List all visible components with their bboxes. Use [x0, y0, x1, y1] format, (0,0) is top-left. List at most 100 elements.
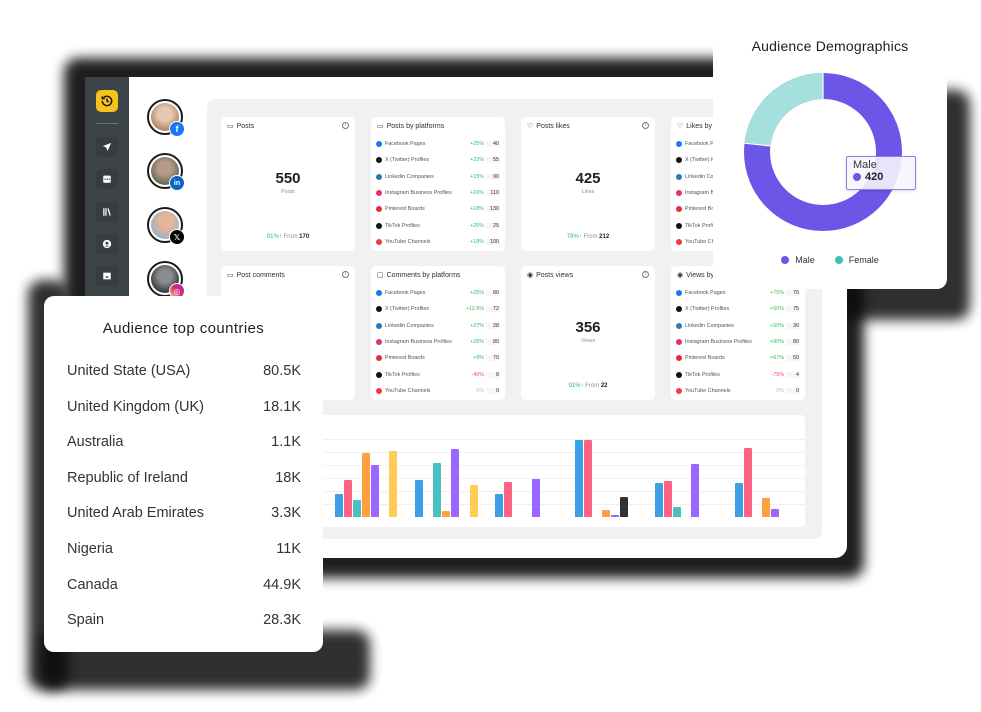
chart-bar[interactable]: [575, 440, 583, 517]
country-row: United Kingdom (UK) 18.1K: [67, 399, 301, 415]
sidebar-item-profile[interactable]: [96, 234, 118, 254]
platform-name: YouTube Channels: [685, 387, 731, 394]
country-row: United Arab Emirates 3.3K: [67, 505, 301, 521]
info-icon[interactable]: i: [642, 271, 649, 278]
chart-bar[interactable]: [389, 451, 397, 517]
comment-icon: ▢: [377, 272, 384, 279]
chart-bar[interactable]: [504, 482, 512, 517]
chart-bar[interactable]: [691, 464, 699, 517]
platform-name: X (Twitter) Profiles: [385, 157, 430, 164]
platform-name: TikTok Profiles: [385, 222, 420, 229]
info-icon[interactable]: i: [342, 122, 349, 129]
chart-bar[interactable]: [371, 465, 379, 517]
chart-bar[interactable]: [620, 497, 628, 517]
chart-bar[interactable]: [664, 481, 672, 517]
sidebar-item-publish[interactable]: [96, 137, 118, 157]
legend-female[interactable]: Female: [834, 255, 879, 265]
platform-name: Instagram Business Profiles: [385, 190, 452, 197]
platform-name: Instagram Business Profiles: [385, 339, 452, 346]
platform-change: -75%: [771, 371, 784, 378]
chart-bar[interactable]: [344, 480, 352, 517]
platform-icon: [376, 322, 382, 329]
gridline: [315, 439, 805, 440]
chart-bar[interactable]: [433, 463, 441, 517]
eye-icon: ◉: [677, 272, 684, 279]
views-count: 356: [575, 319, 601, 336]
platform-name: Instagram B: [685, 190, 715, 197]
card-title: ◉ Views by: [677, 271, 714, 280]
platform-name: TikTok Profiles: [685, 371, 720, 378]
chart-bar[interactable]: [495, 494, 503, 517]
chart-bar[interactable]: [602, 510, 610, 517]
chart-bar[interactable]: [584, 440, 592, 517]
country-name: Republic of Ireland: [67, 469, 188, 486]
account-x[interactable]: 𝕏: [147, 207, 185, 245]
donut-chart[interactable]: [743, 72, 903, 232]
chart-bar[interactable]: [673, 507, 681, 517]
info-icon[interactable]: i: [342, 271, 349, 278]
posts-count: 550: [275, 170, 301, 187]
chart-bar[interactable]: [362, 453, 370, 517]
demographics-title: Audience Demographics: [751, 38, 909, 54]
platform-name: Linkedin Companies: [685, 322, 734, 329]
platform-row: X (Twitter) Profiles +50% 75: [676, 301, 800, 317]
posts-trend: 91%↑ From 170: [266, 234, 310, 240]
platform-icon: [376, 306, 382, 313]
views-trend: 91%↑ From 22: [568, 383, 608, 389]
chart-bar[interactable]: [470, 485, 478, 517]
chart-tooltip: Male 420: [846, 156, 916, 190]
chart-bar[interactable]: [451, 449, 459, 517]
chart-bar[interactable]: [532, 479, 540, 517]
logo[interactable]: [96, 90, 118, 112]
platform-name: X (Twitter) P: [685, 157, 715, 164]
chart-bar[interactable]: [655, 483, 663, 517]
male-dot-icon: [781, 256, 790, 264]
sidebar-item-calendar[interactable]: [96, 169, 118, 189]
platform-row: X (Twitter) Profiles +12.5% 72: [376, 301, 500, 317]
platform-icon: [376, 371, 382, 378]
platform-row: Facebook Pages +75% 70: [676, 285, 800, 301]
platform-icon: [376, 355, 382, 362]
eye-icon: ◉: [527, 272, 534, 279]
gridline: [315, 465, 805, 466]
info-icon[interactable]: i: [642, 122, 649, 129]
likes-unit: Likes: [581, 189, 595, 195]
chart-bar[interactable]: [335, 494, 343, 517]
posts-views-card: ◉ Posts views i 356 Views 91%↑ From 22: [521, 266, 655, 400]
platform-icon: [676, 190, 682, 197]
platform-name: Facebook Pages: [385, 141, 426, 148]
card-title: ◉ Posts views: [527, 271, 574, 280]
platform-value: 80: [486, 339, 500, 346]
card-title: ▭ Post comments: [227, 271, 285, 280]
platform-icon: [376, 190, 382, 197]
chart-bar[interactable]: [353, 500, 361, 517]
platform-row: TikTok Profiles -75% 4: [676, 366, 800, 382]
account-linkedin[interactable]: in: [147, 153, 185, 191]
legend-male[interactable]: Male: [781, 255, 815, 265]
platform-value: 30: [786, 322, 800, 329]
platform-row: Instagram Business Profiles +90% 80: [676, 334, 800, 350]
chart-bar[interactable]: [771, 509, 779, 517]
chart-bar[interactable]: [744, 448, 752, 517]
platform-icon: [376, 173, 382, 180]
country-name: United Arab Emirates: [67, 505, 205, 522]
platform-change: 0%: [776, 387, 784, 394]
platform-name: Linkedin Co: [685, 173, 714, 180]
chart-bar[interactable]: [415, 480, 423, 517]
platform-icon: [676, 306, 682, 313]
platform-icon: [376, 206, 382, 213]
gridline: [315, 491, 805, 492]
likes-trend: 78%↑ From 212: [566, 234, 610, 240]
account-facebook[interactable]: f: [147, 99, 185, 137]
platform-value: 50: [786, 355, 800, 362]
chart-bar[interactable]: [611, 515, 619, 517]
chart-bar[interactable]: [762, 498, 770, 517]
chart-bar[interactable]: [442, 511, 450, 517]
chart-bar[interactable]: [735, 483, 743, 517]
views-unit: Views: [580, 338, 596, 344]
account-instagram[interactable]: ◎: [147, 261, 185, 299]
gridline: [315, 504, 805, 505]
sidebar-item-library[interactable]: [96, 202, 118, 222]
country-value: 3.3K: [271, 505, 301, 522]
sidebar-item-inbox[interactable]: [96, 266, 118, 286]
